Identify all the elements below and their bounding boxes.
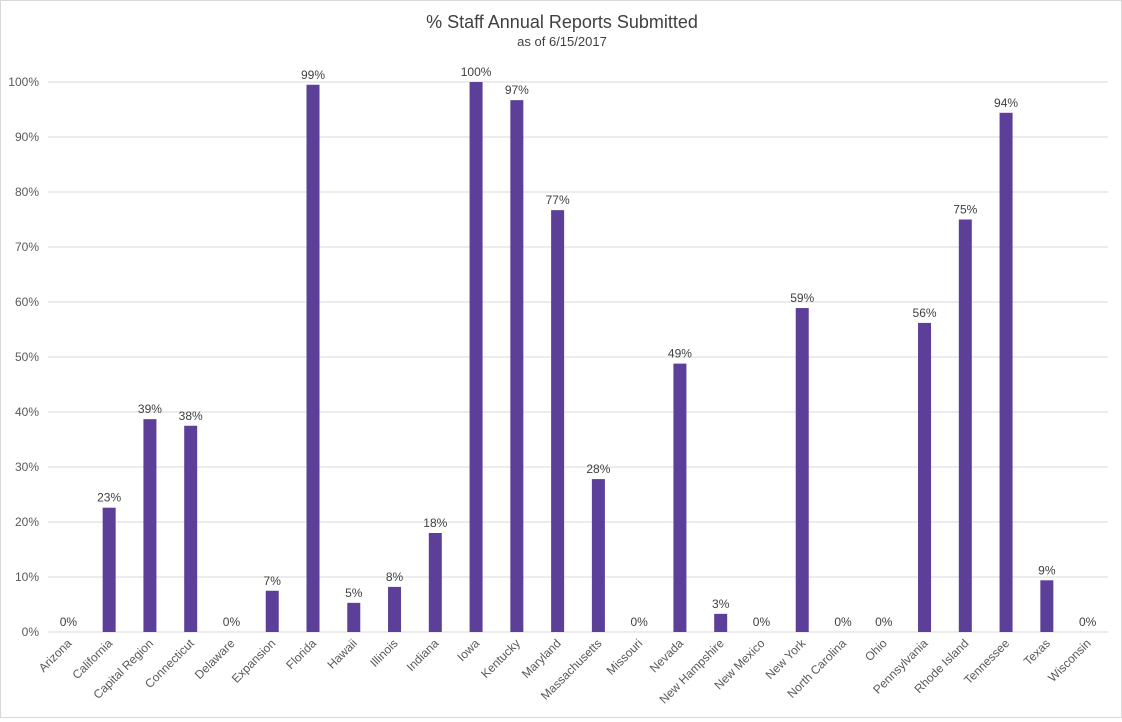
x-tick-label: Illinois [367, 636, 400, 669]
y-tick-label: 100% [8, 75, 39, 89]
data-label: 99% [301, 68, 325, 82]
bar [184, 425, 198, 632]
y-tick-label: 40% [15, 405, 39, 419]
x-tick-label: Wisconsin [1045, 636, 1094, 685]
data-label: 0% [223, 615, 241, 629]
data-label: 39% [138, 402, 162, 416]
data-label: 0% [875, 615, 893, 629]
bar [306, 84, 320, 632]
bar [469, 82, 483, 632]
data-label: 0% [834, 615, 852, 629]
y-tick-label: 10% [15, 570, 39, 584]
data-label: 38% [179, 409, 203, 423]
x-tick-label: Nevada [647, 636, 686, 675]
x-tick-label: Florida [283, 636, 319, 672]
bar [591, 479, 605, 632]
bar [958, 219, 972, 632]
data-label: 94% [994, 96, 1018, 110]
data-label: 8% [386, 570, 404, 584]
data-label: 18% [423, 516, 447, 530]
chart-title: % Staff Annual Reports Submitted [426, 12, 698, 32]
data-label: 0% [753, 615, 771, 629]
bar [795, 308, 809, 632]
x-tick-label: Indiana [404, 636, 442, 674]
data-label: 77% [546, 193, 570, 207]
y-tick-label: 70% [15, 240, 39, 254]
data-label: 9% [1038, 563, 1056, 577]
bar [510, 100, 524, 632]
bar [551, 210, 565, 632]
bar [673, 363, 687, 632]
bar [999, 112, 1013, 633]
data-label: 0% [630, 615, 648, 629]
data-label: 97% [505, 83, 529, 97]
bar [347, 602, 361, 632]
x-tick-label: Iowa [454, 636, 482, 664]
y-tick-label: 60% [15, 295, 39, 309]
bar [102, 507, 116, 632]
bar [714, 613, 728, 632]
bar [388, 586, 402, 632]
y-tick-label: 80% [15, 185, 39, 199]
data-label: 59% [790, 291, 814, 305]
data-label: 7% [264, 574, 282, 588]
x-tick-label: Expansion [229, 636, 279, 686]
x-tick-label: Texas [1021, 636, 1053, 668]
data-label: 100% [461, 65, 492, 79]
y-tick-label: 50% [15, 350, 39, 364]
bar [428, 533, 442, 632]
data-label: 56% [913, 306, 937, 320]
chart-subtitle: as of 6/15/2017 [517, 34, 607, 49]
data-label: 0% [1079, 615, 1097, 629]
data-label: 3% [712, 597, 730, 611]
y-tick-label: 0% [22, 625, 40, 639]
bar [918, 322, 932, 632]
data-label: 5% [345, 586, 363, 600]
data-label: 28% [586, 462, 610, 476]
data-label: 49% [668, 347, 692, 361]
x-tick-label: Missouri [604, 636, 645, 677]
x-tick-label: Ohio [862, 636, 890, 664]
bar [1040, 580, 1054, 632]
y-tick-label: 30% [15, 460, 39, 474]
data-label: 23% [97, 491, 121, 505]
bar [143, 419, 157, 632]
x-tick-label: Kentucky [478, 636, 523, 681]
x-tick-label: Hawaii [325, 636, 360, 671]
bar [265, 590, 279, 632]
data-label: 75% [953, 203, 977, 217]
data-label: 0% [60, 615, 78, 629]
x-tick-label: Arizona [36, 636, 75, 675]
y-tick-label: 90% [15, 130, 39, 144]
y-tick-label: 20% [15, 515, 39, 529]
